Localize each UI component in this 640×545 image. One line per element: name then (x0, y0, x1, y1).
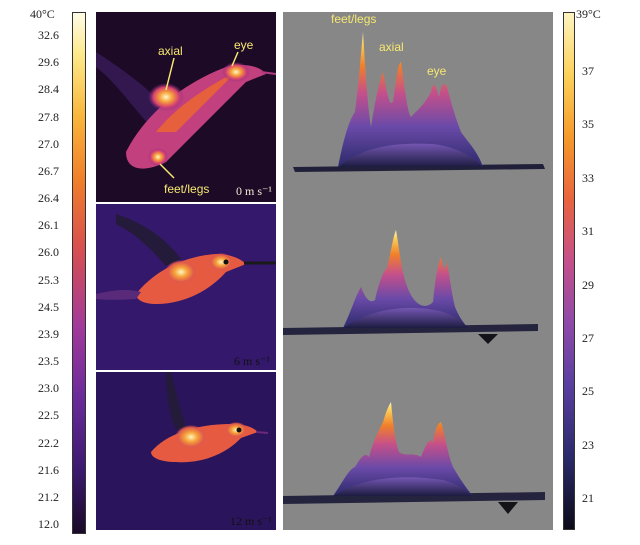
right-scale-tick: 35 (582, 117, 594, 132)
right-scale-tick: 21 (582, 491, 594, 505)
left-scale-tick: 32.6 (38, 28, 59, 42)
left-scale-tick: 27.0 (38, 136, 59, 151)
thermal-image-0ms: axial eye feet/legs 0 m s⁻¹ (96, 12, 276, 202)
speed-label-12: 12 m s⁻¹ (230, 514, 272, 528)
right-color-bar (563, 12, 575, 530)
left-scale-tick: 25.3 (38, 272, 59, 287)
left-scale-tick: 22.2 (38, 435, 59, 450)
hummingbird-thermal-0ms (96, 52, 276, 169)
left-scale-top-label: 40°C (30, 7, 55, 21)
surface-12ms (283, 402, 545, 514)
annotation-axial-right: axial (379, 40, 404, 54)
surface-plot-graphic (283, 32, 545, 514)
left-scale-tick: 28.4 (38, 82, 59, 97)
left-scale-tick: 29.6 (38, 55, 59, 70)
left-scale-tick: 26.7 (38, 163, 59, 178)
left-scale-tick: 23.0 (38, 381, 59, 396)
left-scale-tick: 27.8 (38, 109, 59, 124)
left-scale-tick: 24.5 (38, 299, 59, 314)
thermal-surface-plot: feet/legs axial eye (283, 12, 553, 530)
left-scale-tick: 21.6 (38, 462, 59, 477)
annotation-eye-left: eye (234, 38, 254, 52)
annotation-feet-right: feet/legs (331, 12, 377, 26)
hummingbird-thermal-6ms (96, 214, 276, 304)
left-scale-tick: 21.2 (38, 489, 59, 504)
thermal-image-6ms: 6 m s⁻¹ (96, 204, 276, 370)
left-scale-tick: 26.1 (38, 218, 59, 233)
left-scale-tick: 12.0 (38, 517, 59, 531)
surface-6ms (283, 230, 538, 344)
surface-0ms (293, 32, 545, 172)
speed-label-0: 0 m s⁻¹ (236, 184, 272, 198)
speed-label-6: 6 m s⁻¹ (234, 354, 270, 368)
right-scale-tick: 37 (582, 64, 594, 78)
left-scale-tick: 23.5 (38, 354, 59, 368)
right-scale-top-label: 39°C (576, 7, 601, 21)
left-color-bar (72, 12, 86, 534)
right-scale-tick: 33 (582, 170, 594, 185)
left-scale-tick: 22.5 (38, 408, 59, 423)
annotation-axial-left: axial (158, 44, 183, 58)
right-scale-tick: 31 (582, 224, 594, 239)
left-scale-tick: 23.9 (38, 326, 59, 341)
right-scale-tick: 29 (582, 277, 594, 292)
left-scale-tick: 26.0 (38, 245, 59, 260)
hummingbird-thermal-12ms (151, 372, 269, 463)
left-scale-tick: 26.4 (38, 191, 59, 205)
annotation-feet-left: feet/legs (164, 182, 210, 196)
right-scale-tick: 27 (582, 330, 594, 345)
right-scale-tick: 25 (582, 384, 594, 399)
thermal-image-12ms: 12 m s⁻¹ (96, 372, 276, 530)
right-scale-tick: 23 (582, 437, 594, 452)
annotation-eye-right: eye (427, 64, 447, 78)
annotation-arrows-left (159, 51, 239, 179)
